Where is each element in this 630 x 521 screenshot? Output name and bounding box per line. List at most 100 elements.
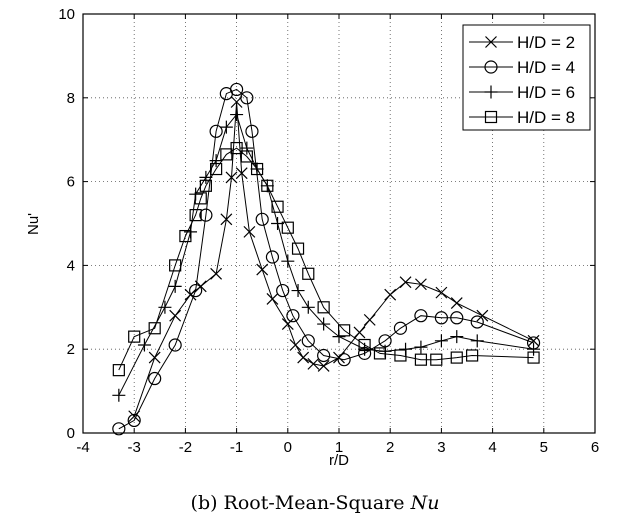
plus-marker [470, 334, 484, 348]
square-marker [358, 338, 371, 352]
plus-marker [281, 254, 295, 268]
plus-marker [527, 342, 541, 356]
axis-ticks: -4 -3 -2 -1 0 1 2 3 4 5 6 0 2 4 6 8 10 [58, 6, 599, 456]
square-marker [250, 162, 264, 176]
x-marker [256, 263, 269, 276]
series-2 [112, 82, 541, 436]
y-tick-label: 8 [67, 90, 75, 107]
circle-marker [265, 250, 280, 264]
series-line [118, 88, 534, 430]
legend-item-1: H/D = 2 [469, 33, 575, 52]
square-marker [148, 322, 161, 335]
plus-marker [219, 120, 233, 134]
square-marker [338, 324, 351, 337]
square-marker [302, 267, 315, 280]
y-axis-title: Nu' [25, 213, 42, 235]
legend-label: H/D = 4 [517, 58, 575, 77]
square-marker [317, 301, 330, 314]
x-marker [184, 288, 197, 301]
square-marker [128, 330, 141, 343]
plus-marker [484, 85, 498, 99]
circle-marker [393, 321, 408, 335]
figure-caption: (b) Root-Mean-Square Nu [191, 492, 440, 514]
x-marker [476, 309, 489, 322]
circle-marker [414, 309, 428, 323]
circle-marker [148, 371, 162, 386]
circle-marker [317, 348, 331, 363]
circle-marker [301, 334, 315, 348]
x-tick-label: -3 [128, 439, 141, 456]
x-marker [450, 297, 463, 310]
x-marker [148, 351, 161, 364]
x-marker [414, 278, 427, 291]
legend: H/D = 2 H/D = 4 H/D = 6 H/D = 8 [462, 24, 591, 131]
x-marker [485, 36, 497, 48]
plus-marker [209, 154, 223, 168]
x-marker [220, 213, 233, 226]
square-marker [291, 242, 305, 255]
plus-marker [317, 317, 331, 331]
x-marker [210, 267, 223, 280]
grid [83, 14, 595, 433]
x-tick-label: 6 [591, 439, 599, 456]
x-marker [243, 225, 256, 238]
x-marker [435, 286, 448, 299]
legend-label: H/D = 2 [517, 33, 575, 52]
square-marker [466, 349, 479, 362]
circle-marker [168, 338, 182, 352]
plus-marker [199, 170, 213, 184]
x-tick-label: -1 [230, 439, 243, 456]
x-tick-label: 1 [335, 439, 343, 456]
square-marker [414, 353, 428, 366]
circle-marker [484, 60, 498, 74]
square-marker [112, 364, 125, 377]
x-marker [363, 313, 376, 326]
plus-marker [112, 388, 126, 402]
x-marker [527, 334, 540, 347]
y-tick-label: 2 [67, 341, 75, 358]
circle-marker [189, 283, 203, 298]
square-marker [230, 141, 243, 155]
plus-marker [414, 340, 428, 354]
circle-marker [450, 311, 464, 325]
circle-marker [127, 413, 141, 428]
square-marker [169, 259, 182, 272]
legend-label: H/D = 8 [517, 108, 575, 127]
series-3 [112, 108, 541, 402]
x-marker [317, 360, 330, 372]
square-marker [189, 209, 202, 222]
square-marker [281, 221, 294, 234]
square-marker [271, 200, 284, 213]
plus-marker [158, 300, 172, 314]
x-tick-label: 3 [437, 439, 445, 456]
plus-marker [137, 338, 151, 352]
x-marker [353, 326, 366, 339]
x-marker [235, 167, 248, 180]
circle-marker [470, 315, 484, 329]
y-tick-label: 10 [58, 6, 75, 23]
circle-marker [230, 82, 244, 97]
x-marker [307, 357, 320, 370]
square-marker [484, 110, 498, 124]
legend-item-4: H/D = 8 [469, 108, 575, 127]
x-tick-label: -4 [76, 439, 89, 456]
x-marker [266, 292, 279, 305]
square-marker [261, 179, 274, 192]
square-marker [527, 351, 540, 364]
square-marker [194, 192, 207, 205]
x-marker [225, 171, 238, 184]
legend-item-2: H/D = 4 [469, 58, 575, 77]
plus-marker [168, 279, 182, 293]
circle-marker [337, 353, 351, 367]
plus-marker [301, 300, 315, 314]
circle-marker [276, 283, 290, 298]
square-marker [430, 353, 443, 366]
circle-marker [199, 208, 213, 222]
series-line [133, 101, 534, 417]
y-tick-label: 6 [67, 174, 75, 191]
x-marker [169, 309, 182, 322]
x-marker [297, 351, 310, 364]
circle-marker [245, 124, 259, 138]
square-marker [240, 150, 253, 163]
